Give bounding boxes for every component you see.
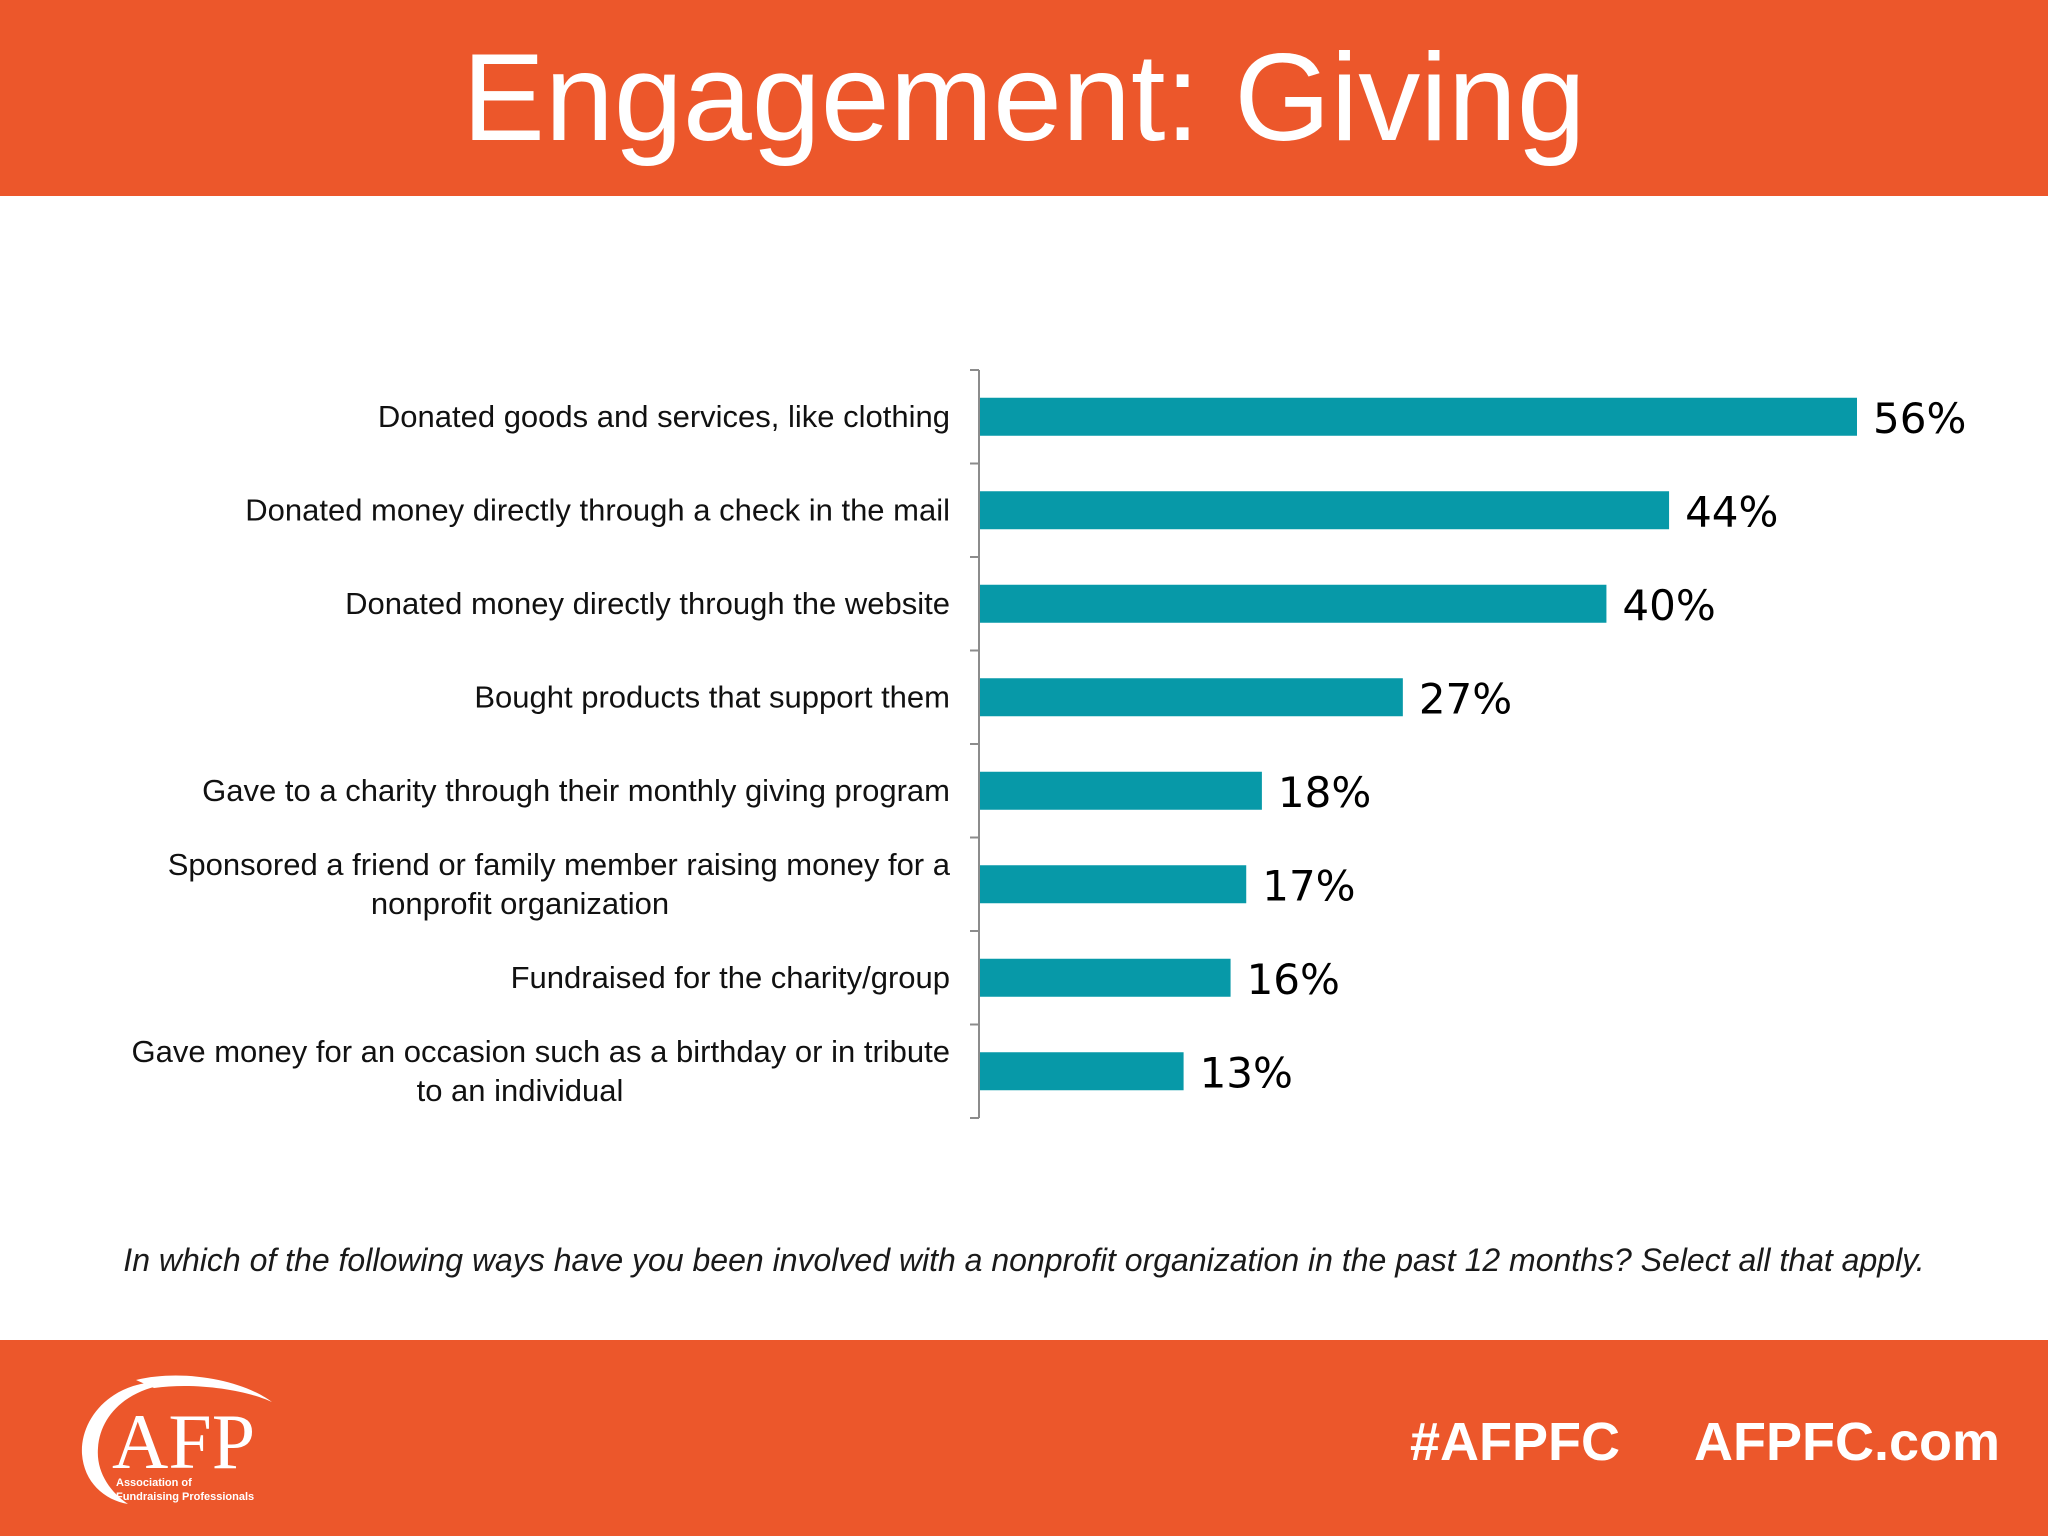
bar (980, 584, 1607, 623)
data-label: 16% (1247, 955, 1340, 1004)
survey-question: In which of the following ways have you … (123, 1242, 1925, 1278)
category-label: to an individual (417, 1073, 624, 1108)
footer-banner: AFP Association of Fundraising Professio… (0, 1340, 2048, 1536)
data-label: 13% (1200, 1048, 1293, 1097)
category-label: nonprofit organization (371, 886, 669, 921)
data-label: 56% (1873, 394, 1966, 443)
bar (980, 491, 1670, 530)
category-label: Bought products that support them (474, 679, 950, 714)
category-label: Donated money directly through a check i… (245, 492, 950, 527)
slide-title: Engagement: Giving (462, 29, 1586, 167)
data-label: 27% (1419, 674, 1512, 723)
bar-chart: 56% Donated goods and services, like clot… (132, 369, 1966, 1119)
category-label: Sponsored a friend or family member rais… (168, 847, 951, 882)
bar (980, 958, 1231, 997)
logo-subtext-line-1: Association of (116, 1477, 192, 1489)
data-label: 17% (1262, 861, 1355, 910)
afp-logo: AFP Association of Fundraising Professio… (81, 1375, 272, 1504)
data-label: 44% (1685, 487, 1778, 536)
bar (980, 1052, 1184, 1091)
bar (980, 771, 1262, 810)
bar (980, 865, 1247, 904)
hashtag: #AFPFC (1410, 1412, 1621, 1472)
bar (980, 397, 1857, 436)
logo-text: AFP (112, 1398, 255, 1485)
category-label: Donated money directly through the websi… (345, 586, 950, 621)
category-label: Gave to a charity through their monthly … (202, 773, 950, 808)
category-label: Donated goods and services, like clothin… (378, 399, 950, 434)
category-label: Gave money for an occasion such as a bir… (132, 1034, 951, 1069)
logo-subtext-line-2: Fundraising Professionals (116, 1491, 254, 1503)
header-banner: Engagement: Giving (0, 0, 2048, 196)
data-label: 18% (1278, 768, 1371, 817)
category-label: Fundraised for the charity/group (511, 960, 950, 995)
data-label: 40% (1622, 581, 1715, 630)
bar (980, 678, 1403, 717)
website-link[interactable]: AFPFC.com (1694, 1412, 2001, 1472)
